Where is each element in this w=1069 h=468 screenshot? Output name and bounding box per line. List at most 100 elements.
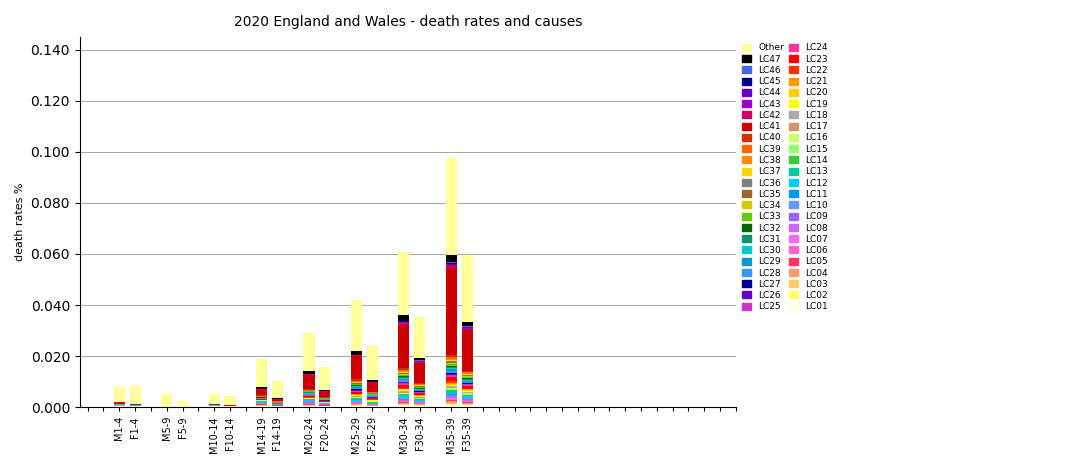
Bar	[257, 399, 267, 400]
Bar	[367, 396, 377, 397]
Bar	[272, 380, 283, 398]
Bar	[446, 386, 456, 387]
Legend: Other, LC47, LC46, LC45, LC44, LC43, LC42, LC41, LC40, LC39, LC38, LC37, LC36, L: Other, LC47, LC46, LC45, LC44, LC43, LC4…	[741, 42, 830, 313]
Bar	[351, 383, 362, 384]
Bar	[257, 398, 267, 399]
Bar	[351, 389, 362, 390]
Bar	[320, 406, 330, 407]
Bar	[399, 400, 409, 401]
Bar	[399, 325, 409, 368]
Bar	[304, 393, 314, 394]
Bar	[446, 391, 456, 393]
Bar	[399, 384, 409, 385]
Bar	[304, 405, 314, 406]
Bar	[462, 393, 472, 394]
Bar	[351, 356, 362, 379]
Bar	[304, 374, 314, 375]
Bar	[399, 388, 409, 389]
Bar	[446, 401, 456, 402]
Bar	[462, 400, 472, 401]
Bar	[257, 403, 267, 404]
Title: 2020 England and Wales - death rates and causes: 2020 England and Wales - death rates and…	[234, 15, 582, 29]
Bar	[399, 402, 409, 403]
Bar	[129, 404, 141, 405]
Bar	[208, 406, 220, 407]
Bar	[414, 397, 425, 398]
Bar	[462, 401, 472, 402]
Bar	[414, 384, 425, 385]
Bar	[446, 387, 456, 388]
Bar	[399, 389, 409, 390]
Bar	[414, 386, 425, 387]
Bar	[446, 404, 456, 407]
Bar	[446, 393, 456, 395]
Bar	[257, 389, 267, 390]
Bar	[399, 395, 409, 396]
Bar	[399, 379, 409, 380]
Bar	[304, 404, 314, 405]
Bar	[351, 384, 362, 385]
Bar	[462, 391, 472, 392]
Bar	[399, 390, 409, 391]
Bar	[446, 361, 456, 362]
Bar	[446, 381, 456, 383]
Bar	[414, 395, 425, 396]
Bar	[367, 346, 377, 380]
Bar	[351, 398, 362, 399]
Bar	[462, 379, 472, 380]
Bar	[367, 406, 377, 407]
Bar	[462, 371, 472, 373]
Bar	[399, 378, 409, 379]
Bar	[351, 392, 362, 394]
Bar	[446, 384, 456, 385]
Bar	[446, 398, 456, 400]
Bar	[399, 252, 409, 315]
Bar	[304, 406, 314, 407]
Bar	[399, 372, 409, 373]
Bar	[367, 381, 377, 383]
Bar	[113, 403, 125, 404]
Bar	[399, 405, 409, 407]
Bar	[462, 322, 472, 326]
Bar	[129, 386, 141, 404]
Bar	[414, 388, 425, 389]
Bar	[446, 366, 456, 367]
Bar	[304, 390, 314, 391]
Bar	[399, 381, 409, 382]
Bar	[320, 367, 330, 390]
Bar	[304, 403, 314, 404]
Bar	[367, 397, 377, 398]
Bar	[304, 398, 314, 399]
Bar	[351, 401, 362, 402]
Bar	[367, 394, 377, 395]
Bar	[208, 404, 220, 405]
Bar	[304, 395, 314, 396]
Bar	[257, 406, 267, 407]
Bar	[462, 392, 472, 393]
Bar	[351, 380, 362, 381]
Bar	[462, 386, 472, 389]
Bar	[320, 392, 330, 397]
Bar	[462, 402, 472, 403]
Bar	[399, 392, 409, 393]
Bar	[462, 381, 472, 383]
Bar	[462, 394, 472, 395]
Bar	[446, 383, 456, 384]
Bar	[208, 394, 220, 404]
Bar	[462, 385, 472, 386]
Bar	[304, 394, 314, 395]
Bar	[446, 369, 456, 371]
Bar	[446, 388, 456, 389]
Bar	[446, 396, 456, 397]
Bar	[304, 400, 314, 401]
Bar	[446, 363, 456, 364]
Bar	[351, 404, 362, 405]
Bar	[399, 383, 409, 384]
Bar	[462, 384, 472, 385]
Bar	[462, 327, 472, 328]
Bar	[257, 400, 267, 401]
Bar	[462, 374, 472, 375]
Bar	[414, 405, 425, 406]
Bar	[414, 358, 425, 360]
Bar	[446, 362, 456, 363]
